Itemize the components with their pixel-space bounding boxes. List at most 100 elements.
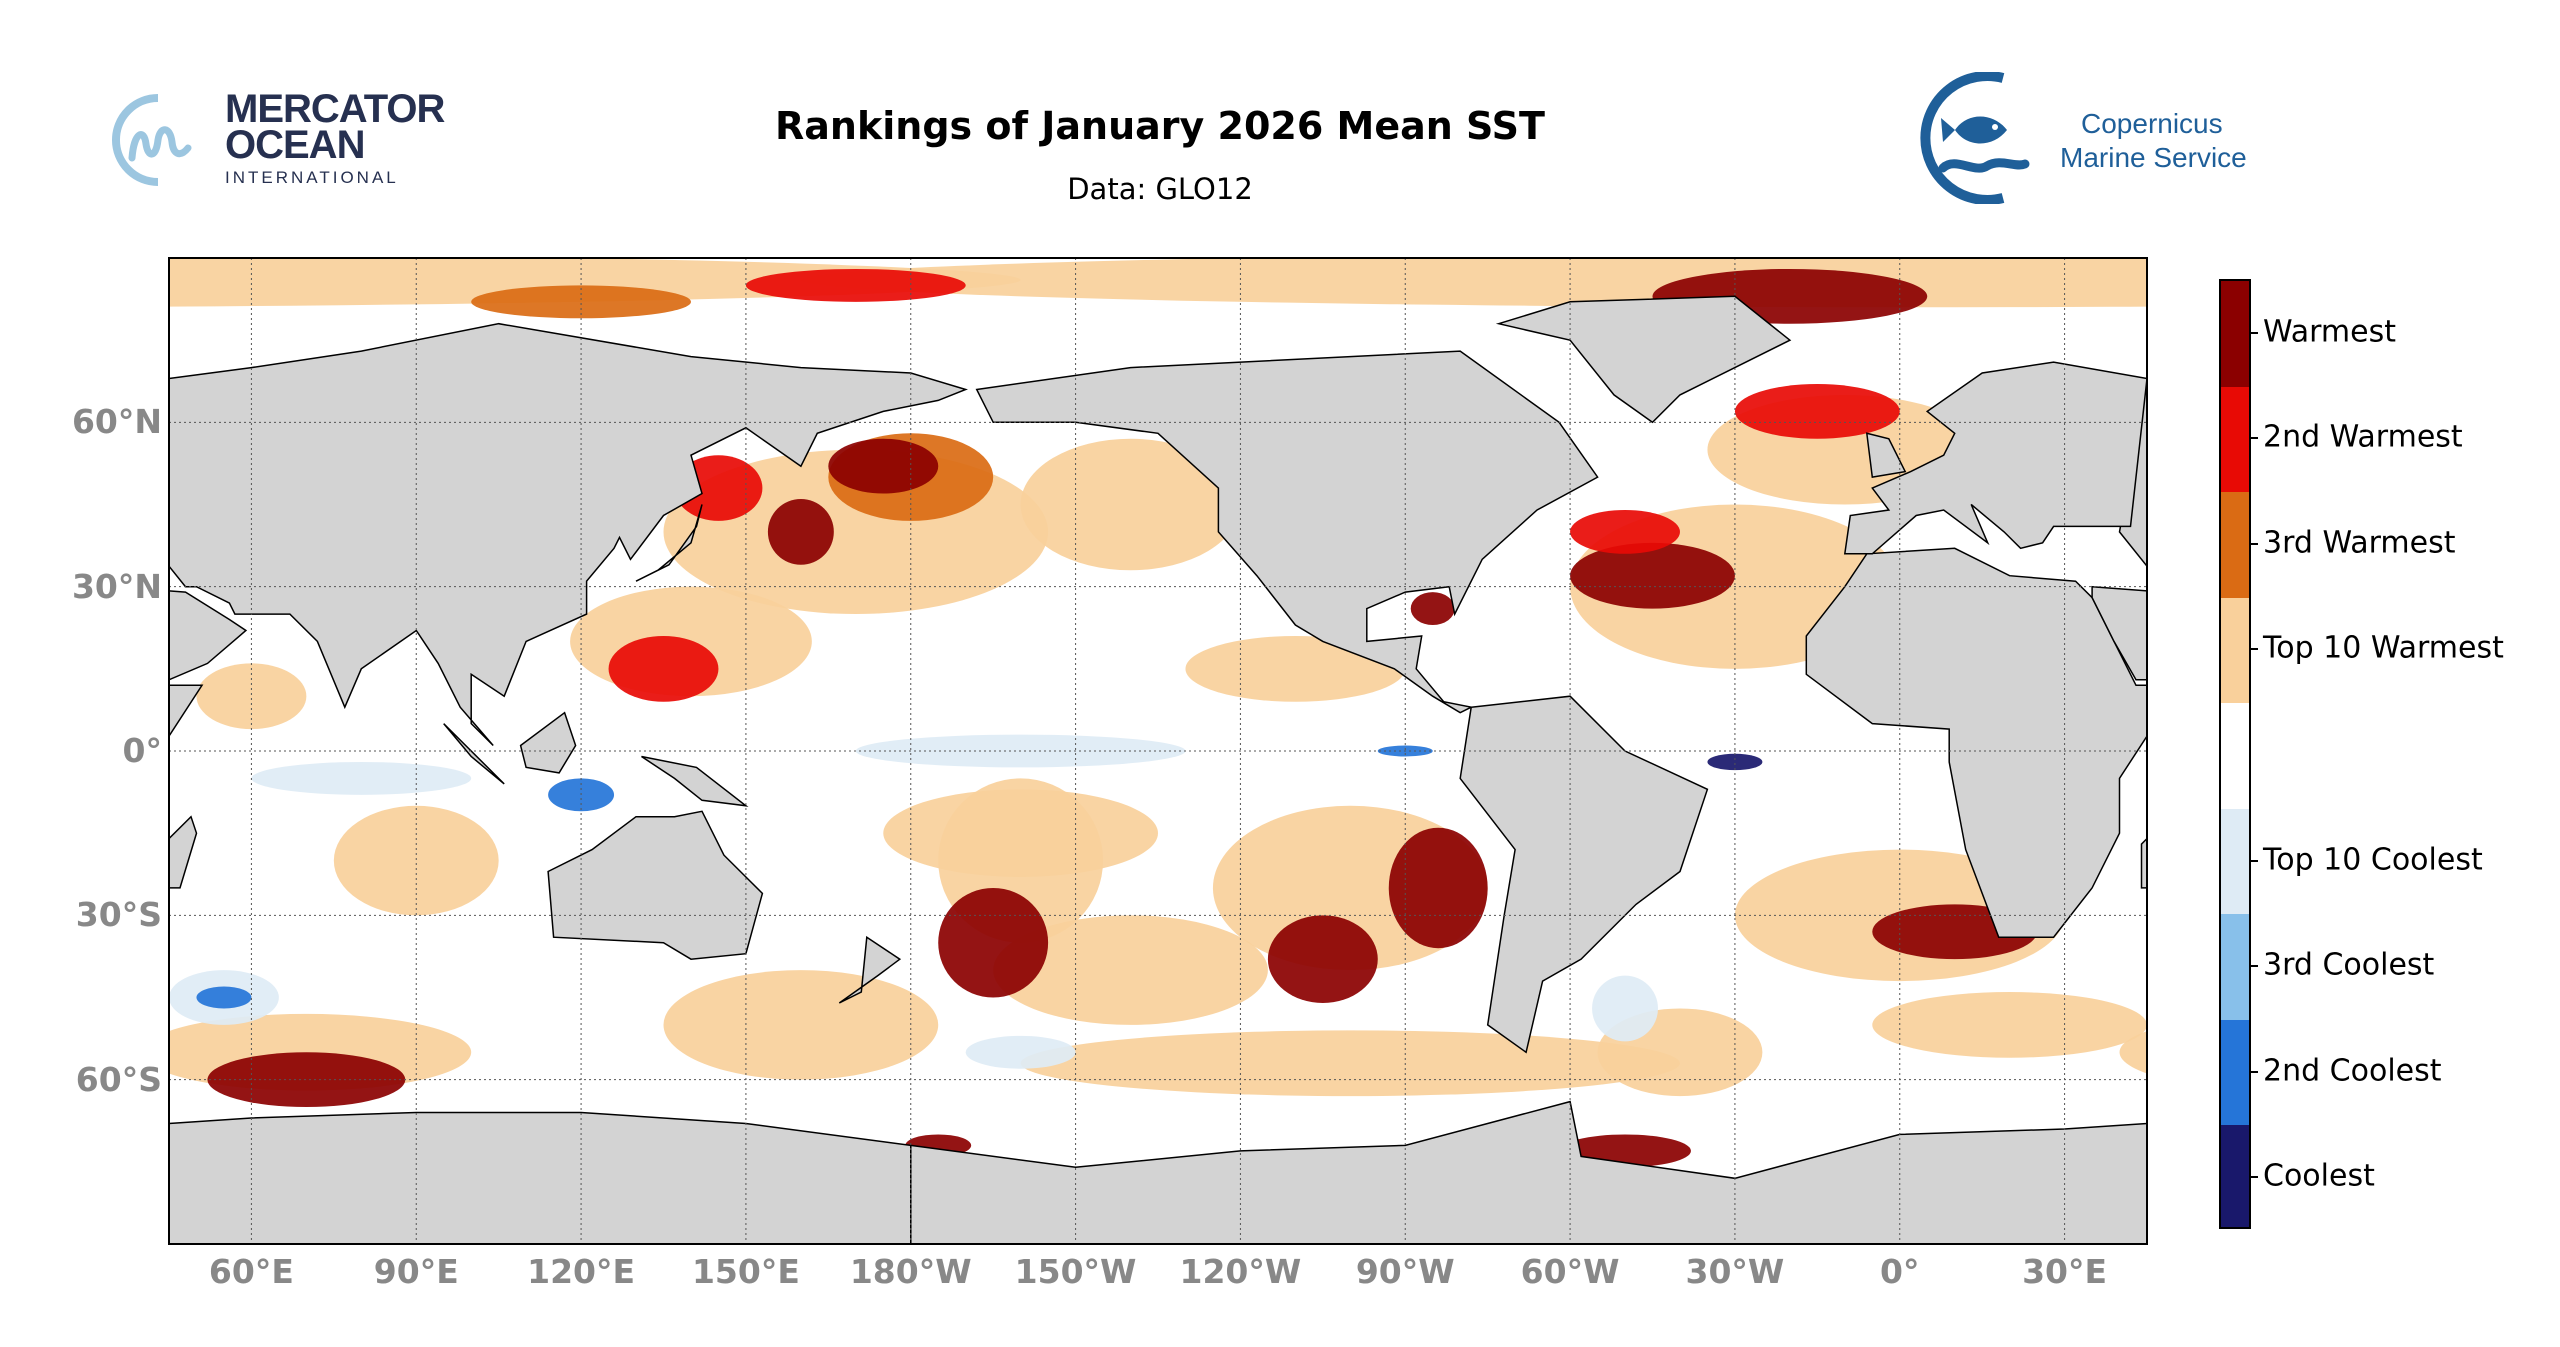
land-greenland: [1495, 295, 1792, 424]
anomaly-region: [608, 635, 719, 702]
copernicus-logo-line2: Marine Service: [2060, 142, 2247, 173]
colorbar-tick: [2251, 1176, 2258, 1179]
land-borneo: [519, 711, 577, 774]
colorbar-segment: [2221, 386, 2249, 493]
anomaly-region: [993, 915, 1268, 1025]
colorbar-segment: [2221, 808, 2249, 915]
anomaly-region: [333, 805, 499, 916]
lon-tick-label: 90°E: [373, 1252, 459, 1291]
anomaly-region: [1388, 827, 1488, 949]
lon-tick-label: 120°E: [527, 1252, 636, 1291]
anomaly-region: [2548, 587, 2560, 697]
lon-tick-label: 0°: [1880, 1252, 1920, 1291]
colorbar-tick: [2251, 542, 2258, 545]
anomaly-region: [1020, 1030, 1680, 1097]
anomaly-region: [828, 438, 939, 494]
lon-tick-label: 30°E: [2022, 1252, 2108, 1291]
land-great-britain: [1865, 432, 1907, 478]
colorbar-label: Coolest: [2263, 1158, 2375, 1194]
chart-subtitle: Data: GLO12: [1067, 172, 1253, 206]
lon-tick-label: 90°W: [1355, 1252, 1455, 1291]
lat-tick-label: 60°N: [71, 402, 162, 442]
colorbar-label: 3rd Coolest: [2263, 947, 2435, 983]
land-sumatra: [443, 723, 505, 785]
colorbar-tick: [2251, 859, 2258, 862]
mercator-logo-line1: MERCATOR: [225, 87, 445, 131]
map-frame: [168, 257, 2148, 1245]
land-new-zealand: [838, 935, 902, 1004]
anomaly-region: [2526, 778, 2560, 811]
land-japan: [635, 504, 703, 582]
lon-tick-label: 60°E: [208, 1252, 294, 1291]
land-europe: [1843, 361, 2147, 555]
land-africa: [169, 684, 204, 738]
land-sumatra: [2422, 724, 2483, 784]
colorbar-segment: [2221, 703, 2249, 809]
land-australia: [2526, 811, 2560, 959]
anomaly-region: [196, 663, 307, 730]
colorbar-segment: [2221, 1125, 2249, 1227]
mercator-logo-line2: OCEAN: [225, 123, 365, 167]
land-madagascar: [169, 815, 198, 889]
land-australia: [547, 810, 764, 960]
anomaly-region: [1267, 915, 1378, 1003]
lon-tick-label: 180°W: [849, 1252, 972, 1291]
land-north-america: [975, 350, 1599, 714]
colorbar-tick: [2251, 437, 2258, 440]
anomaly-region: [0, 992, 169, 1058]
anomaly-region: [745, 268, 966, 302]
anomaly-region: [0, 904, 59, 959]
colorbar-segment: [2221, 1019, 2249, 1126]
lat-tick-label: 0°: [122, 731, 162, 770]
colorbar-tick: [2251, 1070, 2258, 1073]
colorbar: [2219, 279, 2251, 1229]
anomaly-region: [1020, 438, 1241, 571]
lon-tick-label: 60°W: [1520, 1252, 1620, 1291]
colorbar-label: 3rd Warmest: [2263, 525, 2456, 561]
anomaly-region: [2449, 285, 2560, 318]
colorbar-segment: [2221, 492, 2249, 598]
land-south-america: [1459, 695, 1709, 1054]
anomaly-region: [1872, 992, 2147, 1058]
land-madagascar: [2140, 837, 2147, 889]
anomaly-region: [1592, 975, 1658, 1042]
mercator-ocean-logo: MERCATOR OCEAN INTERNATIONAL: [110, 87, 450, 190]
colorbar-segment: [2221, 914, 2249, 1020]
lon-tick-label: 150°W: [1014, 1252, 1137, 1291]
colorbar-label: Top 10 Coolest: [2263, 842, 2483, 878]
anomaly-region: [196, 986, 252, 1009]
anomaly-region: [938, 887, 1049, 998]
anomaly-region: [1570, 509, 1680, 554]
anomaly-region: [1707, 753, 1763, 771]
land-europe: [169, 377, 170, 386]
land-arabia: [2091, 585, 2147, 681]
anomaly-region: [471, 285, 691, 319]
anomaly-region: [663, 970, 939, 1080]
colorbar-label: Top 10 Warmest: [2263, 630, 2504, 666]
anomaly-region: [0, 850, 87, 981]
anomaly-region: [0, 395, 4, 505]
anomaly-region: [2229, 762, 2449, 795]
chart-title: Rankings of January 2026 Mean SST: [775, 104, 1545, 148]
copernicus-fish-icon: [1920, 72, 2030, 204]
anomaly-region: [767, 499, 834, 565]
land-borneo: [2499, 713, 2554, 773]
mercator-logo-line3: INTERNATIONAL: [225, 168, 399, 187]
lon-tick-label: 120°W: [1179, 1252, 1302, 1291]
land-asia: [169, 322, 968, 747]
land-new-guinea: [641, 755, 749, 807]
land-arabia: [169, 590, 248, 681]
lat-tick-label: 30°N: [71, 566, 162, 606]
colorbar-tick: [2251, 331, 2258, 334]
colorbar-label: 2nd Coolest: [2263, 1053, 2442, 1089]
colorbar-segment: [2221, 597, 2249, 704]
anomaly-region: [1570, 542, 1735, 609]
colorbar-segment: [2221, 281, 2249, 387]
lon-tick-label: 30°W: [1685, 1252, 1785, 1291]
anomaly-region: [207, 1052, 406, 1108]
mercator-wave-icon: [112, 94, 192, 186]
anomaly-region: [965, 1035, 1076, 1069]
lat-tick-label: 60°S: [75, 1059, 162, 1099]
copernicus-marine-logo: Copernicus Marine Service: [1915, 72, 2265, 207]
